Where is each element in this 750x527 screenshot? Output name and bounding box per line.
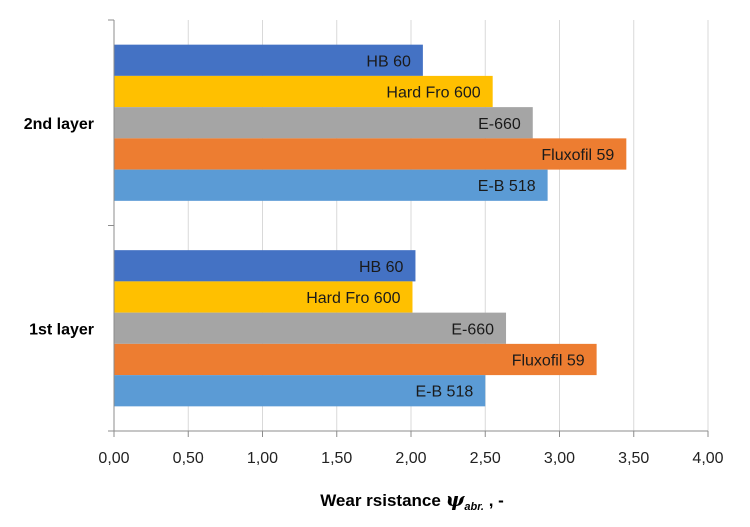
x-axis-label-symbol: ψ [446,487,466,511]
bar-label: HB 60 [366,53,411,70]
x-tick-label: 2,50 [470,450,501,467]
bar-label: E-660 [451,321,494,338]
bar-label: E-B 518 [478,178,536,195]
bars [114,44,627,407]
bar-label: E-660 [478,116,521,133]
bar-label: Fluxofil 59 [512,352,585,369]
bar-labels: HB 60 Hard Fro 600 E-660 Fluxofil 59 E-B 518… [306,53,614,400]
category-label: 1st layer [29,321,94,338]
x-tick-label: 3,00 [544,450,575,467]
bar [114,312,507,344]
x-axis-label: Wear rsistance ψabr. , - [320,487,504,513]
x-tick-label: 2,00 [395,450,426,467]
bar [114,107,533,139]
bar [114,281,413,313]
bar-label: Fluxofil 59 [541,147,614,164]
x-tick-label: 1,00 [247,450,278,467]
bar [114,343,597,376]
bar [114,375,486,407]
bar [114,250,416,282]
bar [114,138,627,170]
x-axis-label-suffix: , - [484,491,504,510]
x-tick-label: 4,00 [692,450,723,467]
x-tick-label: 1,50 [321,450,352,467]
x-axis-label-text: Wear rsistance [320,491,445,510]
category-labels: 2nd layer 1st layer [24,116,94,339]
bar [114,44,423,76]
bar [114,75,493,108]
axes [108,19,709,437]
bar [114,169,548,201]
x-tick-label: 0,00 [98,450,129,467]
bar-label: HB 60 [359,259,404,276]
x-axis-label-subscript: abr. [464,501,484,513]
bar-label: Hard Fro 600 [306,290,400,307]
category-label: 2nd layer [24,116,94,133]
bar-label: E-B 518 [415,384,473,401]
x-tick-label: 3,50 [618,450,649,467]
x-tick-label: 0,50 [173,450,204,467]
x-tick-labels: 0,00 0,50 1,00 1,50 2,00 2,50 3,00 3,50 4,00 [98,450,723,467]
bar-label: Hard Fro 600 [386,85,480,102]
